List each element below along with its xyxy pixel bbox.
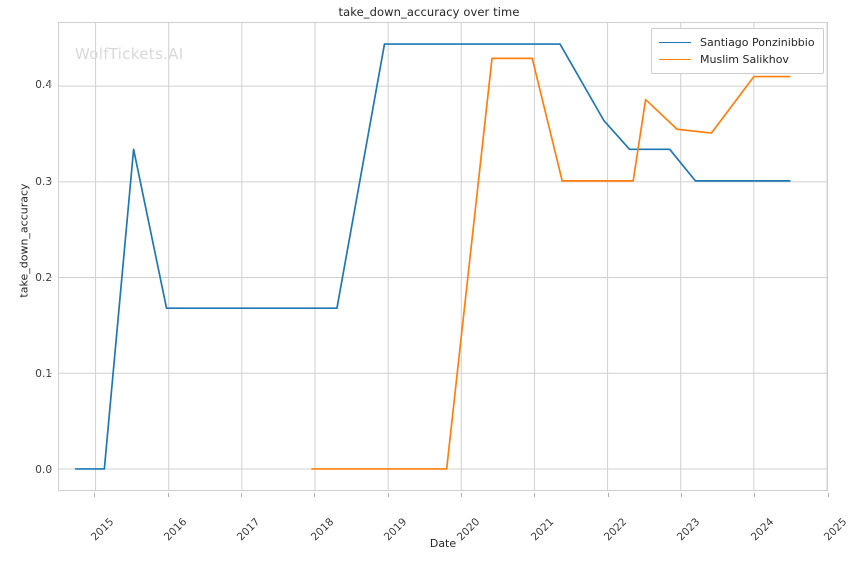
x-axis-tick-labels: 2015 2016 2017 2018 2019 2020 2021 2022 2023 2024… [58,493,849,543]
chart-title: take_down_accuracy over time [338,5,520,19]
y-axis-tick-labels: 0.0 0.1 0.2 0.3 0.4 [0,22,52,491]
y-tick-label: 0.3 [35,175,52,188]
x-tick-mark [167,493,169,497]
x-tick-mark [94,493,96,497]
x-tick-mark [534,493,536,497]
y-tick-mark [48,277,52,279]
legend-item: Santiago Ponzinibbio [659,34,815,51]
y-tick-mark [48,84,52,86]
x-tick-mark [240,493,242,497]
legend-color-swatch [659,42,691,43]
x-tick-mark [460,493,462,497]
y-tick-mark [48,469,52,471]
plot-area: WolfTickets.AI [58,22,828,491]
series-lines [75,43,791,470]
legend-color-swatch [659,59,691,60]
x-tick-mark [314,493,316,497]
x-axis-label: Date [429,537,457,550]
y-axis-label: take_down_accuracy [17,183,31,298]
x-tick-mark [827,493,829,497]
y-tick-mark [48,373,52,375]
x-tick-mark [607,493,609,497]
y-tick-mark [48,181,52,183]
series-line [75,43,791,470]
x-tick-mark [754,493,756,497]
y-tick-label: 0.0 [35,463,52,476]
legend-label: Santiago Ponzinibbio [700,36,815,49]
grid-lines [59,23,827,490]
x-tick-mark [680,493,682,497]
chart-legend: Santiago Ponzinibbio Muslim Salikhov [651,28,824,74]
y-tick-label: 0.1 [35,367,52,380]
y-tick-label: 0.2 [35,271,52,284]
x-tick-mark [387,493,389,497]
legend-item: Muslim Salikhov [659,51,815,68]
legend-label: Muslim Salikhov [700,53,789,66]
y-tick-label: 0.4 [35,79,52,92]
series-line [311,57,791,470]
